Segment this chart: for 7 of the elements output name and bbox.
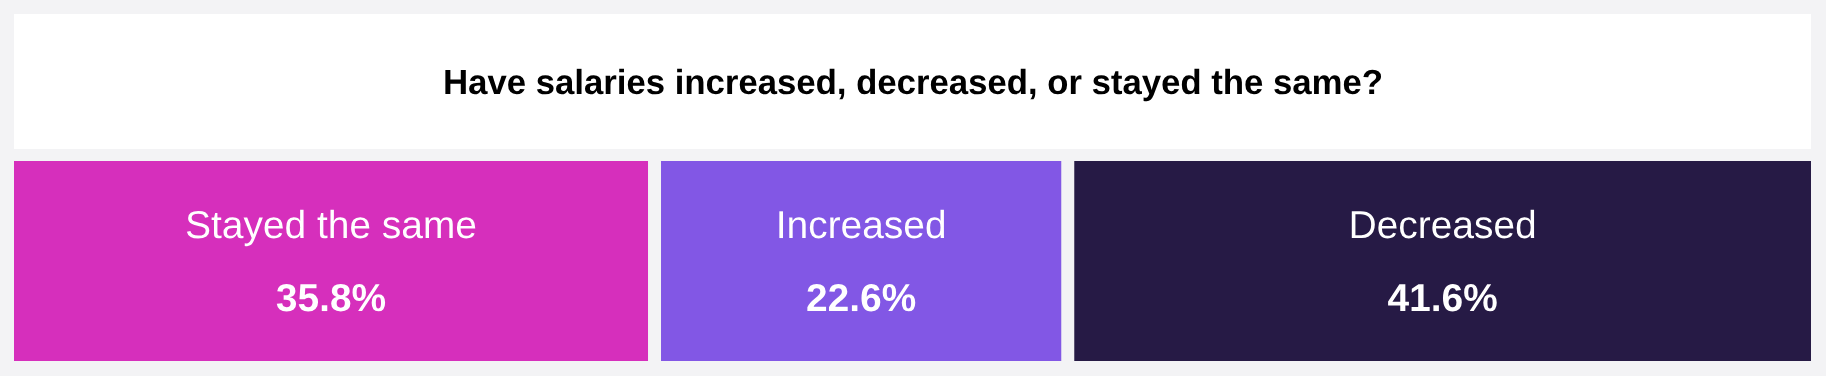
category-label: Stayed the same <box>186 209 476 247</box>
data-label: 35.8% <box>276 283 386 312</box>
category-label: Decreased <box>1351 209 1535 239</box>
text: Have salaries increased, decreased, or stayed the same? <box>445 68 1382 102</box>
data-label: 22.6% <box>807 283 916 312</box>
category-label: Increased <box>779 209 945 239</box>
data-label: 41.6% <box>1388 283 1497 312</box>
